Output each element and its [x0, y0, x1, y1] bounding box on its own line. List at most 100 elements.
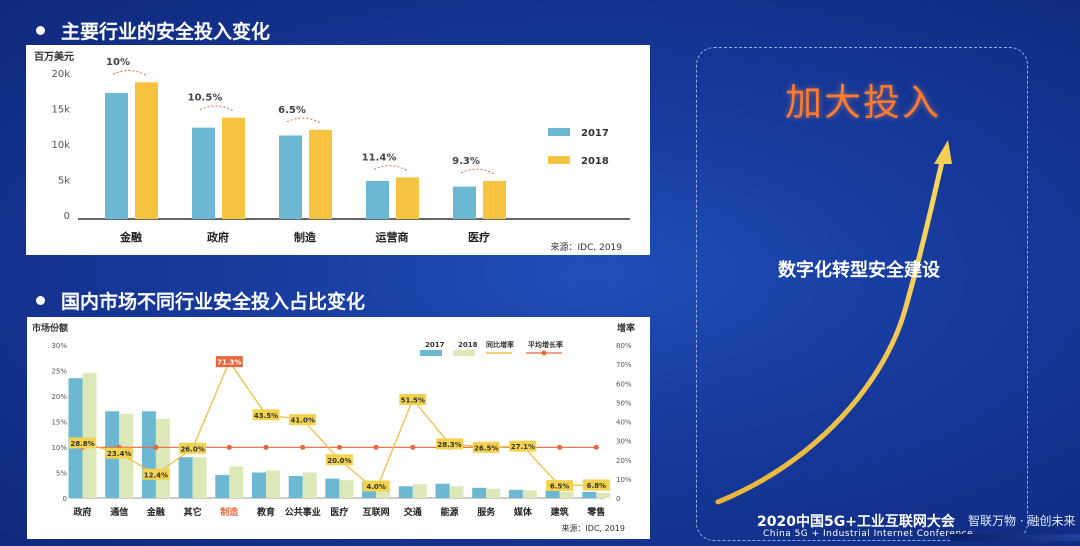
legend-swatch-2017	[548, 128, 570, 136]
x-tick-label: 互联网	[363, 506, 390, 518]
growth-label: 6.5%	[278, 105, 306, 116]
conference-title: 2020中国5G+工业互联网大会	[757, 514, 955, 530]
bar-2018	[449, 486, 464, 498]
growth-arrow	[199, 105, 234, 112]
growth-label-box	[399, 394, 427, 406]
y-tick-label: 5k	[58, 176, 70, 187]
growth-label-box	[436, 438, 463, 450]
source-note: 来源：IDC, 2019	[551, 242, 623, 253]
highlight-box	[696, 47, 1028, 541]
bar-2017	[366, 180, 389, 219]
growth-label: 10.5%	[188, 93, 223, 104]
bar-2018	[309, 129, 332, 219]
avg-growth-point	[410, 444, 416, 450]
bar-2018	[229, 466, 244, 498]
footer-strip	[950, 534, 1080, 541]
y2-tick-label: 10%	[616, 476, 632, 484]
avg-growth-point	[226, 444, 232, 450]
x-tick-label: 媒体	[513, 506, 533, 518]
conference-footer: 2020中国5G+工业互联网大会 China 5G + Industrial I…	[690, 500, 1080, 546]
bar-2018	[483, 180, 506, 219]
growth-label-box	[215, 356, 243, 368]
bar-2017	[472, 487, 487, 498]
y2-tick-label: 70%	[616, 361, 632, 369]
growth-label-box	[252, 409, 280, 421]
big-slogan: 加大投入	[785, 81, 941, 124]
growth-label-box	[509, 440, 537, 452]
growth-label-box	[179, 442, 207, 454]
legend-label-2018: 2018	[581, 156, 609, 167]
x-tick-label: 能源	[440, 506, 458, 518]
bar-2017	[398, 486, 413, 498]
bar-2018	[396, 177, 419, 219]
avg-growth-point	[373, 444, 379, 450]
growth-label: 28.3%	[437, 441, 461, 449]
chart1-svg: 百万美元 0 5k 10k 15k 20k 金融 10% 政府 10.5% 制造 6.5% 运营商 11.…	[34, 50, 630, 253]
y2-axis-title: 增率	[617, 322, 635, 334]
bar-2018	[222, 117, 245, 219]
avg-growth-point	[153, 444, 159, 450]
bar-2018	[596, 492, 611, 498]
x-tick-label: 政府	[73, 506, 91, 518]
growth-label: 26.0%	[180, 445, 204, 453]
y2-tick-label: 80%	[616, 342, 632, 350]
y-axis-title: 市场份额	[32, 322, 68, 334]
growth-label-box	[362, 480, 390, 492]
y2-tick-label: 40%	[616, 419, 632, 427]
x-tick-label: 医疗	[468, 230, 490, 244]
x-tick-label: 制造	[220, 506, 239, 518]
legend-swatch-2017	[420, 350, 442, 356]
avg-growth-point	[557, 444, 563, 450]
growth-arrow	[460, 168, 495, 175]
bar-2018	[376, 487, 391, 498]
bar-2018	[412, 484, 427, 498]
y-tick-label: 20%	[51, 393, 67, 401]
legend-label-2017: 2017	[425, 341, 445, 349]
growth-arrow	[286, 117, 321, 124]
bar-2018	[192, 457, 207, 498]
bar-2018	[266, 470, 280, 498]
growth-label: 28.8%	[70, 440, 94, 448]
growth-label: 43.5%	[254, 412, 278, 420]
section2-heading: 国内市场不同行业安全投入占比变化	[36, 287, 365, 314]
growth-label-box	[325, 454, 353, 466]
growth-arrow	[112, 69, 147, 76]
bullet-icon	[36, 296, 45, 305]
x-tick-label: 通信	[110, 506, 128, 518]
growth-label: 10%	[106, 57, 130, 68]
growth-arrow-icon	[715, 140, 952, 505]
y-tick-label: 0	[63, 495, 67, 503]
growth-label: 51.5%	[401, 397, 425, 405]
y-tick-label: 5%	[56, 470, 67, 478]
y-axis-title: 百万美元	[34, 50, 74, 63]
legend-swatch-avg-dot	[541, 350, 547, 356]
avg-growth-point	[336, 444, 342, 450]
legend-label-growth: 同比增率	[486, 340, 514, 349]
x-tick-label: 交通	[404, 506, 422, 518]
bar-2018	[522, 490, 537, 498]
avg-growth-point	[300, 444, 306, 450]
bar-2017	[435, 483, 450, 498]
bar-2017	[325, 478, 340, 498]
bar-2017	[215, 475, 230, 498]
bar-2017	[453, 186, 476, 219]
growth-label: 12.4%	[144, 471, 168, 479]
conference-title-en: China 5G + Industrial Internet Conferenc…	[763, 529, 974, 539]
growth-label-box	[69, 437, 96, 449]
section1-heading: 主要行业的安全投入变化	[36, 17, 270, 44]
growth-label: 27.1%	[511, 443, 535, 451]
section1-title: 主要行业的安全投入变化	[61, 21, 271, 43]
growth-label: 6.5%	[550, 483, 569, 491]
growth-label: 11.4%	[362, 152, 397, 163]
bar-2017	[279, 135, 302, 219]
x-tick-label: 制造	[294, 230, 317, 244]
y-tick-label: 30%	[51, 342, 67, 350]
y-tick-label: 10k	[51, 140, 70, 151]
bar-2018	[135, 82, 158, 219]
bar-2017	[141, 411, 156, 498]
bar-2017	[105, 92, 128, 219]
chart1-panel: 百万美元 0 5k 10k 15k 20k 金融 10% 政府 10.5% 制造 6.5% 运营商 11.…	[26, 45, 650, 255]
bar-2018	[155, 418, 170, 498]
source-note: 来源：IDC, 2019	[561, 524, 625, 533]
y2-tick-label: 20%	[616, 457, 632, 465]
